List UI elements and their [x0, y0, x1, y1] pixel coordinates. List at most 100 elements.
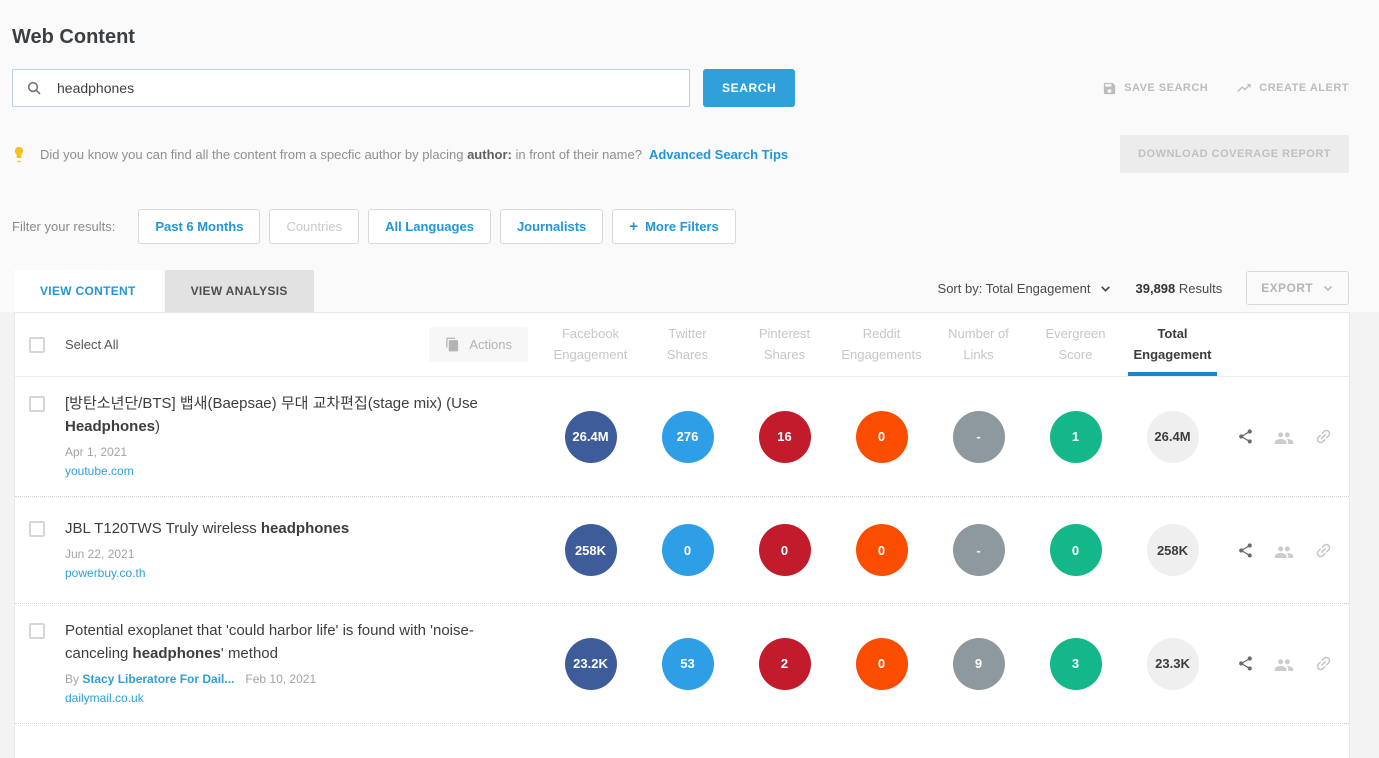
column-header-facebook-engagement[interactable]: Facebook Engagement — [553, 326, 628, 362]
row-checkbox[interactable] — [29, 396, 45, 412]
metric-cell: 23.2K — [542, 637, 639, 690]
share-icon[interactable] — [1237, 542, 1254, 559]
metric-cell: 16 — [736, 410, 833, 463]
row-text: Potential exoplanet that 'could harbor l… — [65, 620, 523, 707]
advanced-search-tips-link[interactable]: Advanced Search Tips — [648, 146, 789, 162]
result-title[interactable]: JBL T120TWS Truly wireless headphones — [65, 519, 350, 537]
filter-button-past-6-months[interactable]: Past 6 Months — [138, 209, 261, 244]
column-header-evergreen-score[interactable]: Evergreen Score — [1045, 326, 1106, 362]
metrics: 23.2K 53 2 0 9 3 23.3K — [542, 637, 1221, 690]
metric-cell: - — [930, 524, 1027, 576]
share-icon[interactable] — [1237, 655, 1254, 672]
link-icon[interactable] — [1314, 654, 1333, 673]
column-header-total-engagement[interactable]: Total Engagement — [1124, 313, 1221, 376]
filter-button-more-filters[interactable]: + More Filters — [612, 209, 736, 244]
metric-circle: 0 — [855, 637, 908, 690]
tabs-sort-band: VIEW CONTENT VIEW ANALYSIS Sort by: Total… — [0, 270, 1379, 312]
chevron-down-icon — [1322, 282, 1334, 294]
metric-circle: 276 — [661, 410, 714, 463]
people-icon[interactable] — [1274, 428, 1294, 445]
save-icon — [1102, 81, 1117, 96]
select-all-checkbox[interactable] — [29, 336, 45, 353]
row-text: [방탄소년단/BTS] 뱁새(Baepsae) 무대 교차편집(stage mi… — [65, 393, 523, 480]
table-row: Potential exoplanet that 'could harbor l… — [15, 604, 1349, 724]
filter-button-label: All Languages — [385, 219, 474, 234]
create-alert-button[interactable]: CREATE ALERT — [1236, 80, 1349, 96]
metric-circle: 23.3K — [1146, 637, 1199, 690]
create-alert-label: CREATE ALERT — [1259, 82, 1349, 94]
row-actions — [1221, 541, 1349, 560]
result-domain-link[interactable]: powerbuy.co.th — [65, 566, 146, 581]
metric-cell: 3 — [1027, 637, 1124, 690]
metrics: 258K 0 0 0-0 258K — [542, 524, 1221, 576]
metric-cell: 276 — [639, 410, 736, 463]
save-search-button[interactable]: SAVE SEARCH — [1102, 81, 1208, 96]
row-left: Potential exoplanet that 'could harbor l… — [15, 620, 542, 707]
link-icon[interactable] — [1314, 541, 1333, 560]
select-all-label: Select All — [65, 337, 119, 352]
header-links: SAVE SEARCH CREATE ALERT — [1102, 80, 1349, 96]
export-button[interactable]: EXPORT — [1246, 271, 1349, 305]
people-icon[interactable] — [1274, 655, 1294, 672]
metric-circle: 16 — [758, 410, 811, 463]
metric-cell: - — [930, 410, 1027, 463]
filter-button-all-languages[interactable]: All Languages — [368, 209, 491, 244]
tab-view-analysis[interactable]: VIEW ANALYSIS — [164, 270, 314, 312]
tip-row: Did you know you can find all the conten… — [12, 135, 1349, 173]
row-left: [방탄소년단/BTS] 뱁새(Baepsae) 무대 교차편집(stage mi… — [15, 393, 542, 480]
search-box[interactable] — [12, 69, 690, 107]
row-text: JBL T120TWS Truly wireless headphones Ju… — [65, 518, 349, 583]
row-left: JBL T120TWS Truly wireless headphones Ju… — [15, 518, 542, 583]
result-title[interactable]: [방탄소년단/BTS] 뱁새(Baepsae) 무대 교차편집(stage mi… — [65, 395, 478, 435]
column-header-reddit-engagements[interactable]: Reddit Engagements — [841, 326, 922, 362]
search-icon — [26, 80, 42, 96]
row-checkbox[interactable] — [29, 520, 45, 537]
byline-prefix: By — [65, 672, 83, 686]
page-title: Web Content — [12, 26, 135, 48]
metric-cell: 23.3K — [1124, 637, 1221, 690]
metric-circle: 26.4M — [1146, 410, 1199, 463]
metric-circle: 2 — [758, 637, 811, 690]
metric-circle: 0 — [855, 524, 908, 576]
tab-view-content[interactable]: VIEW CONTENT — [14, 270, 162, 312]
results-table: Select All Actions Facebook Engagement Twi… — [14, 312, 1350, 758]
result-domain-link[interactable]: youtube.com — [65, 464, 134, 478]
row-actions — [1221, 427, 1349, 446]
metric-cell: 26.4M — [1124, 410, 1221, 463]
search-input[interactable] — [57, 80, 676, 96]
people-icon[interactable] — [1274, 542, 1294, 559]
filter-button-journalists[interactable]: Journalists — [499, 209, 604, 244]
result-title[interactable]: Potential exoplanet that 'could harbor l… — [65, 622, 474, 662]
metric-circle: 0 — [758, 524, 811, 576]
link-icon[interactable] — [1314, 427, 1333, 446]
top-header: Web Content SEARCH SAVE SEARCH — [0, 0, 1379, 173]
share-icon[interactable] — [1237, 428, 1254, 445]
result-domain-link[interactable]: dailymail.co.uk — [65, 691, 144, 705]
row-checkbox[interactable] — [29, 623, 45, 639]
metrics: 26.4M 276 16 0-1 26.4M — [542, 410, 1221, 463]
column-header-number-of-links[interactable]: Number of Links — [948, 326, 1009, 362]
metric-circle: 258K — [1146, 524, 1199, 576]
filter-label: Filter your results: — [12, 219, 116, 234]
column-header-twitter-shares[interactable]: Twitter Shares — [666, 326, 709, 362]
metric-cell: 9 — [930, 637, 1027, 690]
tabs: VIEW CONTENT VIEW ANALYSIS — [14, 270, 314, 312]
layers-icon — [445, 337, 460, 352]
metric-cell: 258K — [1124, 524, 1221, 576]
result-author-link[interactable]: Stacy Liberatore For Dail... — [82, 672, 235, 686]
filter-button-countries[interactable]: Countries — [269, 209, 360, 244]
sort-by-dropdown[interactable]: Sort by: Total Engagement — [938, 281, 1112, 296]
result-date: Feb 10, 2021 — [245, 672, 317, 686]
metric-circle: 53 — [661, 637, 714, 690]
download-coverage-report-button[interactable]: DOWNLOAD COVERAGE REPORT — [1120, 135, 1349, 173]
trending-up-icon — [1236, 80, 1252, 96]
actions-button[interactable]: Actions — [429, 327, 528, 362]
actions-label: Actions — [469, 337, 512, 352]
metric-circle: - — [952, 524, 1005, 576]
metric-cell: 26.4M — [542, 410, 639, 463]
search-button[interactable]: SEARCH — [703, 69, 796, 107]
metric-circle: 0 — [661, 524, 714, 576]
row-actions — [1221, 654, 1349, 673]
column-header-pinterest-shares[interactable]: Pinterest Shares — [758, 326, 811, 362]
metric-cell: 0 — [1027, 524, 1124, 576]
